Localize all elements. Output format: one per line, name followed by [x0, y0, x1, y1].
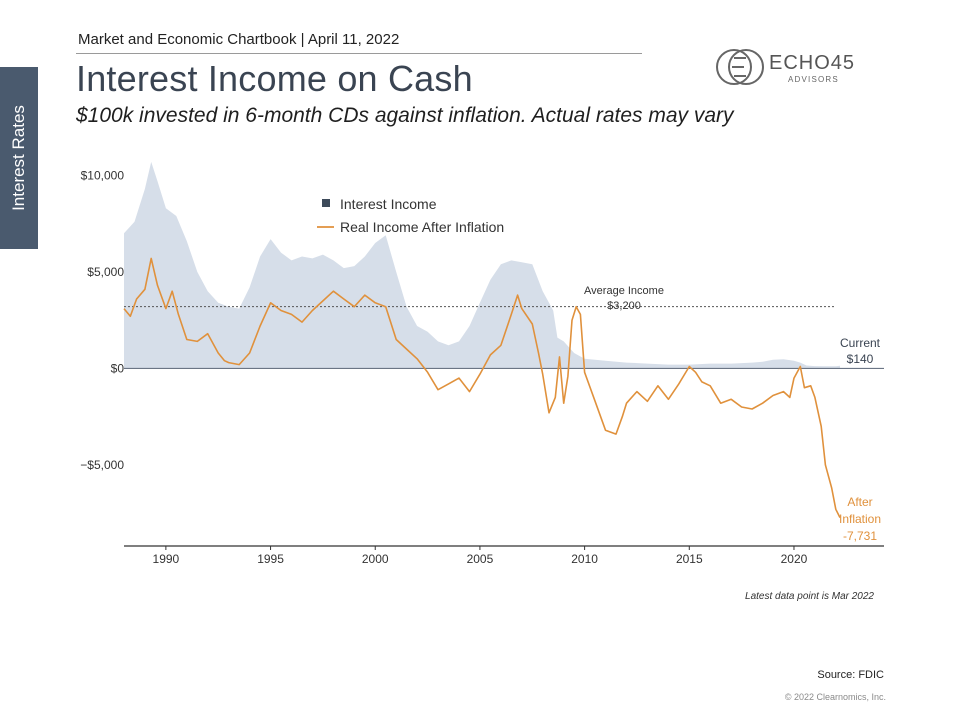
x-tick-label: 1995 — [257, 552, 284, 566]
legend-interest-income: Interest Income — [340, 196, 437, 212]
x-tick-label: 2010 — [571, 552, 598, 566]
x-tick-label: 2015 — [676, 552, 703, 566]
logo-name: ECHO45 — [769, 52, 856, 74]
average-income-value: $3,200 — [607, 300, 641, 312]
real-income-line — [123, 257, 841, 518]
legend-area-swatch — [322, 199, 330, 207]
legend-real-income: Real Income After Inflation — [340, 219, 504, 235]
y-tick-label: $10,000 — [81, 168, 125, 182]
current-label: Current — [840, 336, 881, 350]
page-title: Interest Income on Cash — [76, 58, 473, 99]
legend: Interest Income Real Income After Inflat… — [317, 196, 504, 235]
after-inflation-value: -7,731 — [843, 529, 877, 543]
x-tick-label: 2005 — [467, 552, 494, 566]
echo45-logo-icon — [716, 49, 764, 85]
x-tick-label: 2000 — [362, 552, 389, 566]
chartbook-header: Market and Economic Chartbook | April 11… — [78, 31, 400, 48]
average-income-label: Average Income — [584, 285, 664, 297]
x-tick-label: 1990 — [153, 552, 180, 566]
source-note: Source: FDIC — [817, 669, 884, 681]
current-value: $140 — [847, 352, 874, 366]
logo-subtitle: ADVISORS — [788, 75, 839, 84]
copyright-note: © 2022 Clearnomics, Inc. — [784, 692, 886, 702]
latest-data-note: Latest data point is Mar 2022 — [745, 591, 874, 602]
interest-income-area — [124, 161, 841, 369]
after-inflation-label-1: After — [847, 495, 872, 509]
x-tick-label: 2020 — [781, 552, 808, 566]
y-tick-label: −$5,000 — [80, 458, 124, 472]
y-tick-label: $5,000 — [87, 265, 124, 279]
header-divider — [76, 53, 642, 54]
y-tick-label: $0 — [111, 361, 125, 375]
after-inflation-label-2: Inflation — [839, 512, 881, 526]
side-tab: Interest Rates — [0, 67, 38, 249]
page-subtitle: $100k invested in 6-month CDs against in… — [76, 104, 734, 127]
